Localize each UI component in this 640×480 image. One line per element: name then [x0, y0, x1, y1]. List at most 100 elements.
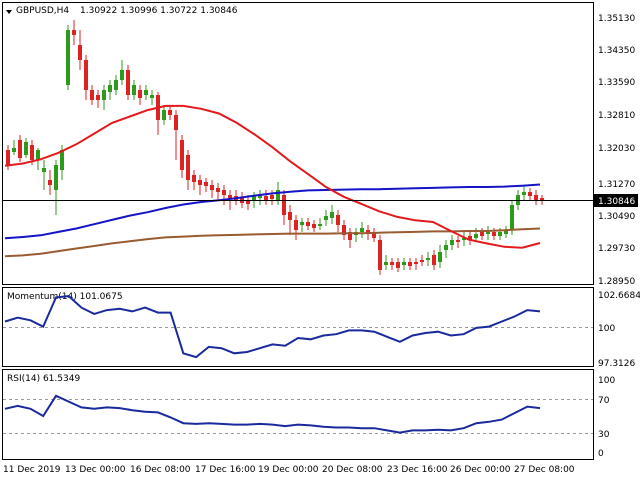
candle-body — [336, 215, 340, 225]
candle-body — [318, 224, 322, 226]
candle-body — [96, 95, 100, 100]
candle-body — [84, 60, 88, 90]
candle-body — [210, 185, 214, 190]
time-label: 19 Dec 00:00 — [258, 465, 319, 475]
candle-body — [198, 180, 202, 185]
candle-body — [540, 198, 544, 201]
moving-average-blue — [4, 183, 541, 240]
time-label: 11 Dec 2019 — [3, 465, 61, 475]
current-price-box — [594, 194, 638, 207]
candle-body — [366, 230, 370, 234]
time-label: 26 Dec 00:00 — [450, 465, 511, 475]
price-tick: 1.32030 — [598, 144, 635, 154]
momentum-tick: 97.3126 — [598, 359, 635, 369]
candle-body — [330, 212, 334, 218]
candle-body — [24, 142, 28, 155]
rsi-panel[interactable] — [2, 369, 594, 460]
time-label: 23 Dec 16:00 — [387, 465, 448, 475]
candle-body — [294, 220, 298, 230]
time-label: 13 Dec 00:00 — [65, 465, 126, 475]
candle-body — [276, 190, 280, 200]
candle-body — [420, 260, 424, 262]
candle-body — [324, 216, 328, 220]
candle-body — [402, 262, 406, 265]
candle-body — [150, 95, 154, 98]
price-tick: 1.30490 — [598, 212, 635, 222]
candle-body — [114, 80, 118, 90]
price-tick: 1.32810 — [598, 111, 635, 121]
candle-body — [204, 182, 208, 186]
symbol-timeframe: GBPUSD,H4 — [16, 6, 69, 16]
candle-body — [168, 110, 172, 115]
candle-body — [228, 195, 232, 198]
rsi-line — [4, 394, 541, 434]
candle-body — [372, 232, 376, 238]
candle-body — [288, 212, 292, 220]
candle-body — [90, 90, 94, 100]
candle-body — [468, 236, 472, 240]
triangle-down-icon[interactable] — [6, 10, 12, 14]
candle-body — [162, 110, 166, 120]
time-label: 20 Dec 08:00 — [322, 465, 383, 475]
time-axis: 11 Dec 2019 13 Dec 00:00 16 Dec 08:00 17… — [3, 465, 575, 475]
candle-body — [450, 240, 454, 245]
main-price-panel[interactable] — [2, 2, 594, 285]
candle-body — [120, 70, 124, 80]
rsi-tick: 70 — [598, 396, 610, 406]
candle-body — [54, 165, 58, 190]
candle-body — [390, 262, 394, 265]
candle-body — [510, 205, 514, 230]
candle-body — [498, 232, 502, 236]
price-tick: 1.33590 — [598, 78, 635, 88]
candle-body — [180, 140, 184, 170]
candle-body — [138, 90, 142, 98]
candle-body — [474, 234, 478, 238]
candle-body — [426, 258, 430, 260]
candle-body — [216, 188, 220, 192]
candle-body — [378, 240, 382, 270]
candle-body — [12, 148, 16, 152]
time-label: 16 Dec 08:00 — [130, 465, 191, 475]
candle-body — [174, 115, 178, 130]
candle-body — [444, 245, 448, 250]
candle-body — [60, 150, 64, 170]
price-tick: 1.29730 — [598, 244, 635, 254]
candle-body — [486, 232, 490, 234]
rsi-tick: 30 — [598, 430, 610, 440]
rsi-tick: 100 — [598, 376, 615, 386]
candle-body — [432, 255, 436, 265]
ohlc-values: 1.30922 1.30996 1.30722 1.30846 — [80, 6, 238, 16]
candle-body — [192, 175, 196, 182]
candle-body — [522, 192, 526, 195]
candle-body — [408, 262, 412, 266]
candle-body — [252, 196, 256, 200]
candle-body — [36, 150, 40, 160]
candle-body — [186, 155, 190, 180]
candle-body — [342, 225, 346, 235]
candle-body — [264, 196, 268, 200]
current-price-label: 1.30846 — [598, 197, 635, 207]
momentum-tick: 102.6684 — [598, 291, 640, 301]
candle-body — [396, 262, 400, 268]
candle-body — [132, 85, 136, 95]
candle-body — [492, 232, 496, 236]
candle-body — [66, 30, 70, 85]
candle-body — [48, 180, 52, 185]
price-tick: 1.31270 — [598, 180, 635, 190]
momentum-tick: 100 — [598, 324, 615, 334]
candle-body — [246, 200, 250, 204]
candle-body — [360, 228, 364, 232]
candle-body — [384, 262, 388, 265]
candle-body — [6, 150, 10, 165]
price-tick: 1.28950 — [598, 277, 635, 287]
candle-body — [312, 224, 316, 228]
candle-body — [456, 240, 460, 242]
candle-body — [102, 90, 106, 100]
price-tick: 1.34350 — [598, 46, 635, 56]
candle-body — [108, 85, 112, 92]
time-label: 27 Dec 08:00 — [514, 465, 575, 475]
candle-body — [126, 70, 130, 95]
candle-body — [300, 222, 304, 225]
candle-body — [258, 195, 262, 198]
